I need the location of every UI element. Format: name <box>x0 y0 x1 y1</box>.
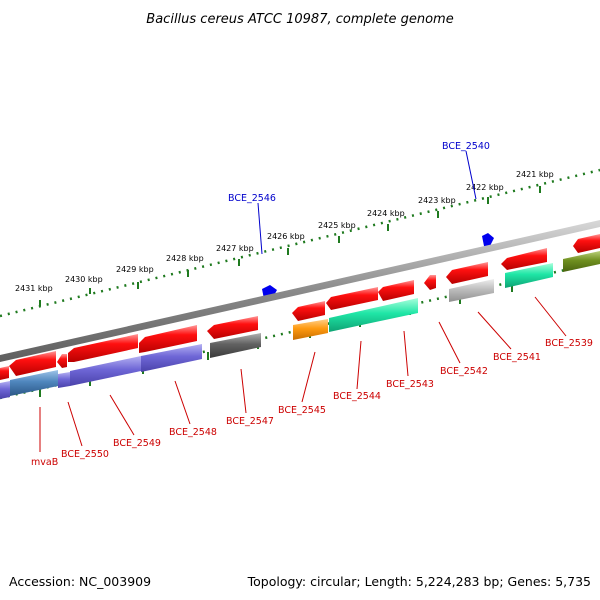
cds-track <box>0 234 600 380</box>
cds-arrow <box>573 234 600 253</box>
gene-label-bce-2548[interactable]: BCE_2548 <box>169 427 217 438</box>
category-bar <box>210 333 261 358</box>
gene-label-bce-2546[interactable]: BCE_2546 <box>228 193 276 204</box>
accession-text: Accession: NC_003909 <box>9 574 151 589</box>
cds-arrow <box>68 334 138 362</box>
leader-line <box>477 311 512 350</box>
category-bar <box>141 344 202 372</box>
gene-labels: mvaB BCE_2550 BCE_2549 BCE_2548 BCE_2547… <box>31 141 593 468</box>
category-bar <box>0 381 10 399</box>
leader-line <box>534 296 567 337</box>
leader-line <box>403 330 409 377</box>
gene-label-bce-2545[interactable]: BCE_2545 <box>278 405 326 416</box>
cds-arrow <box>501 248 547 270</box>
category-bar <box>10 370 58 396</box>
kbp-label: 2421 kbp <box>516 170 554 179</box>
kbp-label: 2427 kbp <box>216 244 254 253</box>
blue-marker-arrow <box>482 233 494 246</box>
topology-text: Topology: circular; Length: 5,224,283 bp… <box>247 574 591 589</box>
category-track <box>0 251 600 399</box>
category-bar <box>70 356 141 386</box>
gene-label-bce-2543[interactable]: BCE_2543 <box>386 379 434 390</box>
category-bar <box>58 372 70 388</box>
category-bar <box>563 251 600 272</box>
kbp-label: 2425 kbp <box>318 221 356 230</box>
leader-line <box>109 394 135 436</box>
kbp-label: 2429 kbp <box>116 265 154 274</box>
kbp-label: 2430 kbp <box>65 275 103 284</box>
cds-arrow <box>9 351 56 376</box>
gene-label-bce-2540[interactable]: BCE_2540 <box>442 141 490 152</box>
inner-dotted-scale <box>0 260 600 400</box>
gene-label-bce-2542[interactable]: BCE_2542 <box>440 366 488 377</box>
leader-lines <box>39 150 567 452</box>
cds-arrow <box>57 354 67 368</box>
kbp-label: 2428 kbp <box>166 254 204 263</box>
kbp-label: 2422 kbp <box>466 183 504 192</box>
leader-line <box>67 401 83 447</box>
backbone-bar <box>0 220 600 362</box>
kbp-label: 2423 kbp <box>418 196 456 205</box>
kbp-label: 2424 kbp <box>367 209 405 218</box>
cds-arrow <box>292 301 325 321</box>
cds-arrow <box>0 366 9 380</box>
gene-label-bce-2539[interactable]: BCE_2539 <box>545 338 593 349</box>
cds-arrow <box>207 316 258 339</box>
outer-scale: 2431 kbp 2430 kbp 2429 kbp 2428 kbp 2427… <box>0 168 600 318</box>
category-bar <box>293 319 328 340</box>
gene-label-bce-2547[interactable]: BCE_2547 <box>226 416 274 427</box>
cds-arrow <box>378 280 414 301</box>
cds-arrow <box>139 325 197 353</box>
leader-line <box>356 340 362 390</box>
gene-label-mvaB[interactable]: mvaB <box>31 457 58 468</box>
cds-arrow <box>424 275 436 290</box>
cds-arrow <box>326 287 378 310</box>
gene-label-bce-2541[interactable]: BCE_2541 <box>493 352 541 363</box>
outer-ticks <box>39 186 541 306</box>
leader-line <box>257 202 263 255</box>
genome-backbone <box>0 220 600 362</box>
map-title: Bacillus cereus ATCC 10987, complete gen… <box>146 12 453 27</box>
kbp-label: 2431 kbp <box>15 284 53 293</box>
category-bar <box>505 263 553 288</box>
leader-line <box>438 321 461 364</box>
leader-line <box>465 150 477 200</box>
gene-label-bce-2544[interactable]: BCE_2544 <box>333 391 381 402</box>
category-bar <box>449 279 494 302</box>
category-bar <box>329 298 418 332</box>
leader-line <box>240 368 247 414</box>
cds-arrow <box>446 262 488 284</box>
leader-line <box>174 380 191 425</box>
gene-label-bce-2550[interactable]: BCE_2550 <box>61 449 109 460</box>
leader-line <box>301 351 316 403</box>
gene-label-bce-2549[interactable]: BCE_2549 <box>113 438 161 449</box>
kbp-label: 2426 kbp <box>267 232 305 241</box>
